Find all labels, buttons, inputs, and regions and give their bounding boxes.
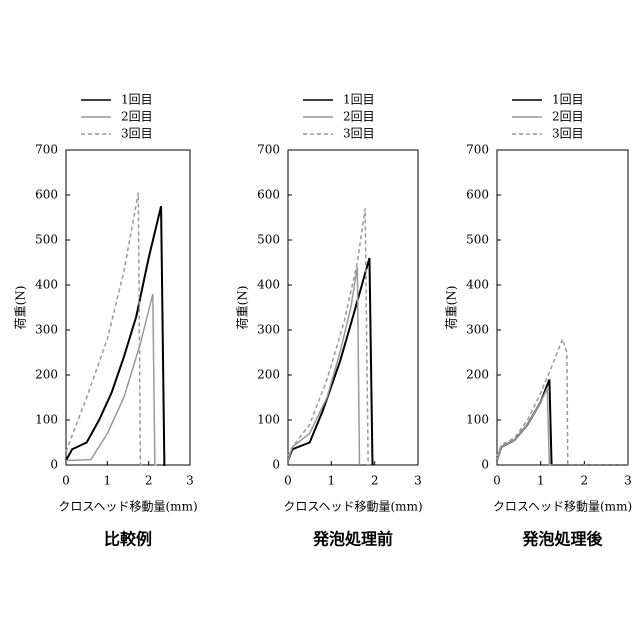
x-axis-title: クロスヘッド移動量(mm)	[58, 500, 197, 514]
y-tick-label: 600	[35, 188, 58, 202]
series-line	[497, 339, 628, 465]
y-tick-label: 500	[35, 233, 58, 247]
y-tick-label: 300	[35, 323, 58, 337]
x-tick-label: 0	[62, 474, 70, 488]
y-tick-label: 100	[466, 413, 489, 427]
y-tick-label: 300	[257, 323, 280, 337]
y-tick-label: 500	[466, 233, 489, 247]
plot-frame	[288, 150, 418, 465]
y-tick-label: 0	[481, 458, 489, 472]
x-tick-label: 1	[104, 474, 112, 488]
y-tick-label: 300	[466, 323, 489, 337]
series-line	[497, 389, 628, 466]
y-axis-title: 荷重(N)	[14, 286, 28, 330]
y-tick-label: 200	[466, 368, 489, 382]
y-tick-label: 600	[466, 188, 489, 202]
legend-label: 2回目	[343, 110, 375, 124]
x-tick-label: 1	[537, 474, 545, 488]
y-tick-label: 500	[257, 233, 280, 247]
series-line	[497, 380, 628, 466]
x-tick-label: 0	[493, 474, 501, 488]
y-tick-label: 600	[257, 188, 280, 202]
y-tick-label: 700	[35, 143, 58, 157]
legend-label: 2回目	[121, 110, 153, 124]
x-axis-title: クロスヘッド移動量(mm)	[283, 500, 422, 514]
chart: 010020030040050060070001231回目2回目3回目クロスヘッ…	[0, 0, 640, 640]
series-line	[288, 267, 360, 465]
x-tick-label: 2	[581, 474, 589, 488]
page: 010020030040050060070001231回目2回目3回目クロスヘッ…	[0, 0, 640, 640]
series-line	[66, 206, 165, 465]
y-tick-label: 400	[257, 278, 280, 292]
y-tick-label: 0	[272, 458, 280, 472]
plot-frame	[497, 150, 628, 465]
chart-title: 発泡処理後	[521, 530, 603, 549]
legend-label: 3回目	[343, 127, 375, 141]
x-axis-title: クロスヘッド移動量(mm)	[493, 500, 632, 514]
legend-label: 3回目	[552, 127, 584, 141]
y-tick-label: 400	[466, 278, 489, 292]
y-tick-label: 0	[50, 458, 58, 472]
y-tick-label: 100	[35, 413, 58, 427]
x-tick-label: 3	[414, 474, 422, 488]
y-tick-label: 400	[35, 278, 58, 292]
plot-frame	[66, 150, 190, 465]
chart-title: 発泡処理前	[312, 530, 393, 549]
legend-label: 1回目	[552, 93, 584, 107]
legend-label: 2回目	[552, 110, 584, 124]
y-tick-label: 100	[257, 413, 280, 427]
y-axis-title: 荷重(N)	[445, 286, 459, 330]
x-tick-label: 1	[328, 474, 336, 488]
x-tick-label: 0	[284, 474, 292, 488]
y-tick-label: 200	[35, 368, 58, 382]
chart-title: 比較例	[104, 530, 152, 549]
y-tick-label: 200	[257, 368, 280, 382]
series-line	[66, 193, 142, 465]
series-line	[288, 209, 368, 466]
y-tick-label: 700	[257, 143, 280, 157]
y-axis-title: 荷重(N)	[236, 286, 250, 330]
x-tick-label: 2	[371, 474, 379, 488]
legend-label: 1回目	[343, 93, 375, 107]
x-tick-label: 3	[624, 474, 632, 488]
x-tick-label: 3	[186, 474, 194, 488]
legend-label: 3回目	[121, 127, 153, 141]
x-tick-label: 2	[145, 474, 153, 488]
series-line	[66, 294, 157, 465]
legend-label: 1回目	[121, 93, 153, 107]
y-tick-label: 700	[466, 143, 489, 157]
